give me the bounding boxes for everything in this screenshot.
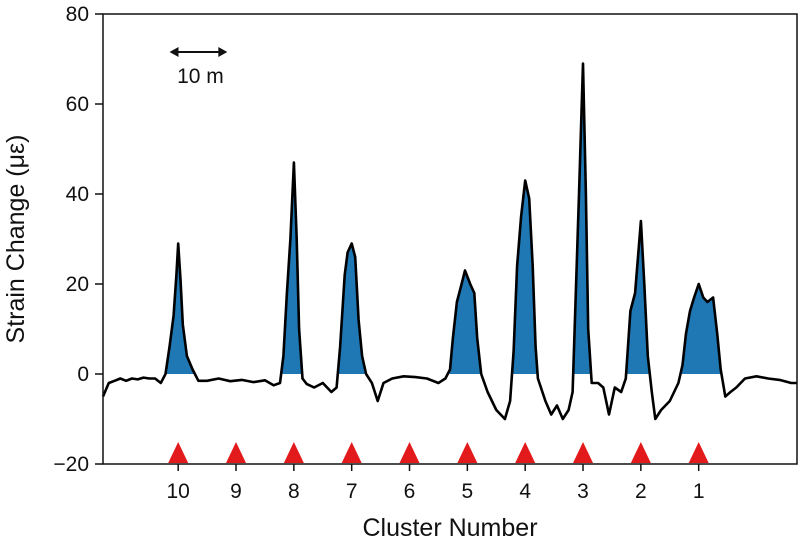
x-tick-label: 6 [404, 480, 416, 503]
y-axis-label: Strain Change (με) [2, 135, 30, 344]
cluster-marker-icon [630, 442, 651, 463]
cluster-marker-icon [283, 442, 304, 463]
x-tick-label: 7 [346, 480, 358, 503]
cluster-marker-icon [688, 442, 709, 463]
x-tick-label: 8 [288, 480, 300, 503]
scale-bar: 10 m [169, 47, 228, 88]
scale-bar-label: 10 m [177, 65, 224, 88]
scale-bar-arrowhead-left [169, 47, 179, 57]
cluster-marker-icon [515, 442, 536, 463]
cluster-marker-icon [573, 442, 594, 463]
y-tick-label: 20 [66, 273, 89, 296]
x-tick-label: 2 [635, 480, 647, 503]
y-tick-label: 0 [77, 363, 89, 386]
strain-line [101, 62, 797, 421]
y-tick-label: −20 [53, 453, 89, 476]
axis-labels: Cluster Number Strain Change (με) [2, 135, 538, 542]
cluster-marker-icon [168, 442, 189, 463]
x-axis-label: Cluster Number [362, 514, 537, 542]
x-tick-label: 10 [167, 480, 190, 503]
axes: −20 0 20 40 60 80 10 9 8 7 6 5 4 3 2 1 [53, 3, 798, 503]
positive-strain-fill [103, 63, 797, 374]
y-tick-label: 80 [66, 3, 89, 26]
y-tick-label: 60 [66, 93, 89, 116]
y-tick-label: 40 [66, 183, 89, 206]
x-tick-label: 4 [519, 480, 531, 503]
x-tick-label: 9 [230, 480, 242, 503]
cluster-marker-icon [341, 442, 362, 463]
plot-frame [102, 13, 798, 465]
x-tick-label: 5 [462, 480, 474, 503]
cluster-marker-icon [226, 442, 247, 463]
x-tick-label: 3 [577, 480, 589, 503]
cluster-marker-icon [399, 442, 420, 463]
scale-bar-arrowhead-right [218, 47, 228, 57]
x-tick-label: 1 [693, 480, 705, 503]
plot-area [101, 62, 797, 421]
cluster-marker-icon [457, 442, 478, 463]
